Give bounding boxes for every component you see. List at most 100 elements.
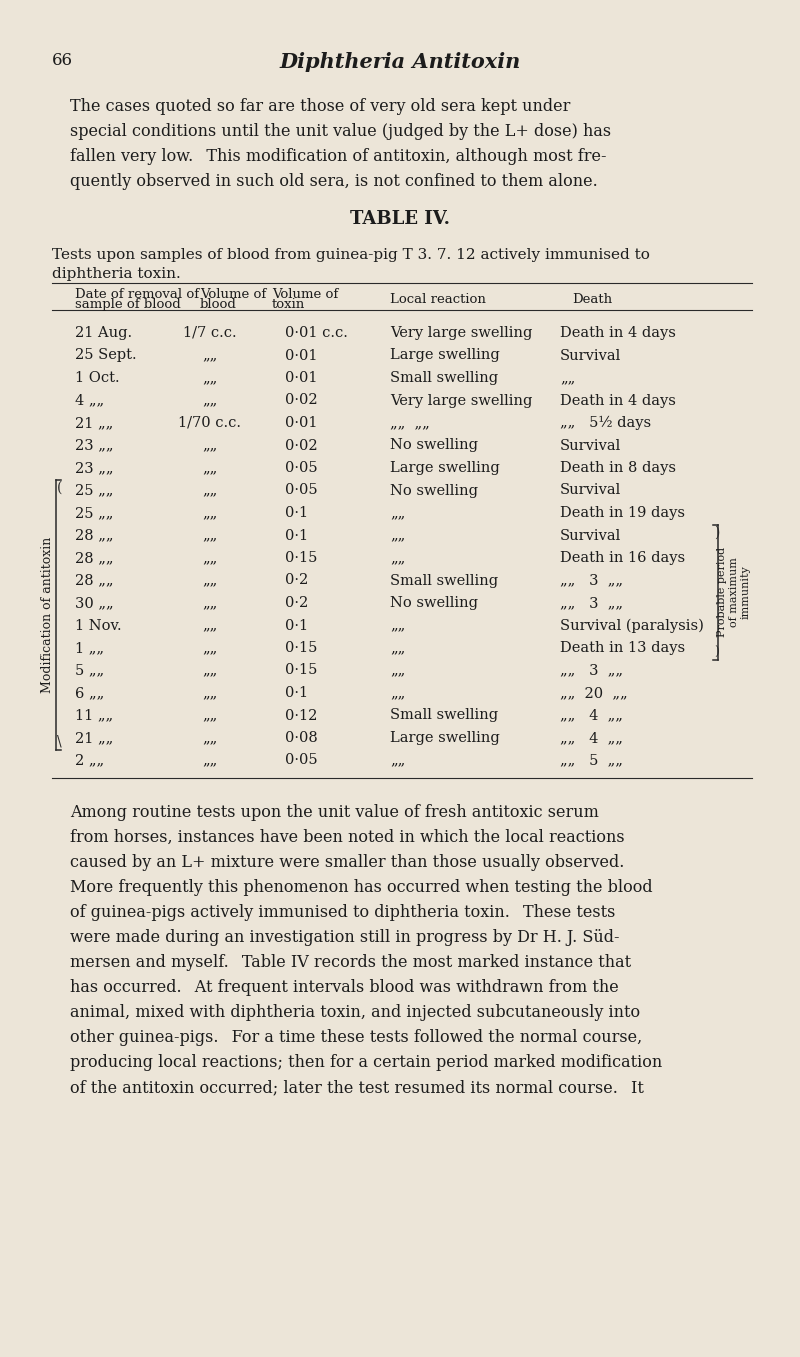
- Text: of guinea-pigs actively immunised to diphtheria toxin.  These tests: of guinea-pigs actively immunised to dip…: [70, 904, 615, 921]
- Text: 0·1: 0·1: [285, 506, 308, 520]
- Text: 0·2: 0·2: [285, 596, 308, 611]
- Text: toxin: toxin: [272, 299, 306, 311]
- Text: 0·15: 0·15: [285, 641, 318, 655]
- Text: No swelling: No swelling: [390, 438, 478, 452]
- Text: „„: „„: [390, 687, 406, 700]
- Text: Survival: Survival: [560, 438, 622, 452]
- Text: „„  20  „„: „„ 20 „„: [560, 687, 628, 700]
- Text: 0·01: 0·01: [285, 370, 318, 385]
- Text: 21 Aug.: 21 Aug.: [75, 326, 132, 341]
- Text: Survival (paralysis): Survival (paralysis): [560, 619, 704, 632]
- Text: 0·08: 0·08: [285, 731, 318, 745]
- Text: Death in 13 days: Death in 13 days: [560, 641, 685, 655]
- Text: 1 Nov.: 1 Nov.: [75, 619, 122, 632]
- Text: animal, mixed with diphtheria toxin, and injected subcutaneously into: animal, mixed with diphtheria toxin, and…: [70, 1004, 640, 1020]
- Text: Death: Death: [572, 293, 612, 305]
- Text: „„: „„: [202, 574, 218, 588]
- Text: 0·1: 0·1: [285, 528, 308, 543]
- Text: „„: „„: [390, 528, 406, 543]
- Text: 0·01: 0·01: [285, 417, 318, 430]
- Text: Local reaction: Local reaction: [390, 293, 486, 305]
- Text: diphtheria toxin.: diphtheria toxin.: [52, 267, 181, 281]
- Text: „„: „„: [202, 687, 218, 700]
- Text: Survival: Survival: [560, 483, 622, 498]
- Text: caused by an L+ mixture were smaller than those usually observed.: caused by an L+ mixture were smaller tha…: [70, 854, 624, 871]
- Text: 21 „„: 21 „„: [75, 731, 114, 745]
- Text: 1 „„: 1 „„: [75, 641, 104, 655]
- Text: were made during an investigation still in progress by Dr H. J. Süd-: were made during an investigation still …: [70, 930, 619, 946]
- Text: special conditions until the unit value (judged by the L+ dose) has: special conditions until the unit value …: [70, 123, 611, 140]
- Text: „„  „„: „„ „„: [390, 417, 430, 430]
- Text: „„   4  „„: „„ 4 „„: [560, 731, 623, 745]
- Text: „„: „„: [202, 506, 218, 520]
- Text: 0·05: 0·05: [285, 483, 318, 498]
- Text: 6 „„: 6 „„: [75, 687, 104, 700]
- Text: 0·2: 0·2: [285, 574, 308, 588]
- Text: „„   4  „„: „„ 4 „„: [560, 708, 623, 722]
- Text: quently observed in such old sera, is not confined to them alone.: quently observed in such old sera, is no…: [70, 172, 598, 190]
- Text: 66: 66: [52, 52, 73, 69]
- Text: „„: „„: [202, 596, 218, 611]
- Text: More frequently this phenomenon has occurred when testing the blood: More frequently this phenomenon has occu…: [70, 879, 653, 896]
- Text: „„: „„: [202, 664, 218, 677]
- Text: 1 Oct.: 1 Oct.: [75, 370, 120, 385]
- Text: „„: „„: [202, 708, 218, 722]
- Text: producing local reactions; then for a certain period marked modification: producing local reactions; then for a ce…: [70, 1054, 662, 1071]
- Text: „„: „„: [202, 551, 218, 565]
- Text: 28 „„: 28 „„: [75, 574, 114, 588]
- Text: „„: „„: [202, 641, 218, 655]
- Text: sample of blood: sample of blood: [75, 299, 181, 311]
- Text: No swelling: No swelling: [390, 596, 478, 611]
- Text: Small swelling: Small swelling: [390, 370, 498, 385]
- Text: Diphtheria Antitoxin: Diphtheria Antitoxin: [279, 52, 521, 72]
- Text: Among routine tests upon the unit value of fresh antitoxic serum: Among routine tests upon the unit value …: [70, 803, 599, 821]
- Text: 23 „„: 23 „„: [75, 461, 114, 475]
- Text: 0·01: 0·01: [285, 349, 318, 362]
- Text: \: \: [57, 734, 62, 749]
- Text: of the antitoxin occurred; later the test resumed its normal course.  It: of the antitoxin occurred; later the tes…: [70, 1079, 644, 1096]
- Text: 11 „„: 11 „„: [75, 708, 113, 722]
- Text: Small swelling: Small swelling: [390, 574, 498, 588]
- Text: 25 „„: 25 „„: [75, 483, 114, 498]
- Text: „„   3  „„: „„ 3 „„: [560, 596, 623, 611]
- Text: 0·1: 0·1: [285, 619, 308, 632]
- Text: „„: „„: [202, 731, 218, 745]
- Text: 1/70 c.c.: 1/70 c.c.: [178, 417, 242, 430]
- Text: Large swelling: Large swelling: [390, 461, 500, 475]
- Text: 0·15: 0·15: [285, 664, 318, 677]
- Text: „„: „„: [202, 461, 218, 475]
- Text: other guinea-pigs.  For a time these tests followed the normal course,: other guinea-pigs. For a time these test…: [70, 1029, 642, 1046]
- Text: Small swelling: Small swelling: [390, 708, 498, 722]
- Text: 0·02: 0·02: [285, 438, 318, 452]
- Text: „„: „„: [390, 753, 406, 768]
- Text: „„: „„: [202, 619, 218, 632]
- Text: Survival: Survival: [560, 528, 622, 543]
- Text: Large swelling: Large swelling: [390, 349, 500, 362]
- Text: 28 „„: 28 „„: [75, 551, 114, 565]
- Text: 28 „„: 28 „„: [75, 528, 114, 543]
- Text: 21 „„: 21 „„: [75, 417, 114, 430]
- Text: The cases quoted so far are those of very old sera kept under: The cases quoted so far are those of ver…: [70, 98, 570, 115]
- Text: „„: „„: [202, 753, 218, 768]
- Text: 5 „„: 5 „„: [75, 664, 104, 677]
- Text: Survival: Survival: [560, 349, 622, 362]
- Text: „„: „„: [390, 506, 406, 520]
- Text: 0·02: 0·02: [285, 394, 318, 407]
- Text: TABLE IV.: TABLE IV.: [350, 210, 450, 228]
- Text: 0·01 c.c.: 0·01 c.c.: [285, 326, 348, 341]
- Text: Death in 4 days: Death in 4 days: [560, 394, 676, 407]
- Text: 25 „„: 25 „„: [75, 506, 114, 520]
- Text: 0·05: 0·05: [285, 753, 318, 768]
- Text: „„   3  „„: „„ 3 „„: [560, 664, 623, 677]
- Text: „„: „„: [202, 528, 218, 543]
- Text: Death in 4 days: Death in 4 days: [560, 326, 676, 341]
- Text: Probable period
of maximum
immunity: Probable period of maximum immunity: [718, 547, 750, 636]
- Text: „„   5½ days: „„ 5½ days: [560, 417, 651, 430]
- Text: „„: „„: [202, 370, 218, 385]
- Text: 0·05: 0·05: [285, 461, 318, 475]
- Text: 0·1: 0·1: [285, 687, 308, 700]
- Text: „„: „„: [560, 370, 575, 385]
- Text: „„: „„: [202, 394, 218, 407]
- Text: Death in 8 days: Death in 8 days: [560, 461, 676, 475]
- Text: blood: blood: [200, 299, 237, 311]
